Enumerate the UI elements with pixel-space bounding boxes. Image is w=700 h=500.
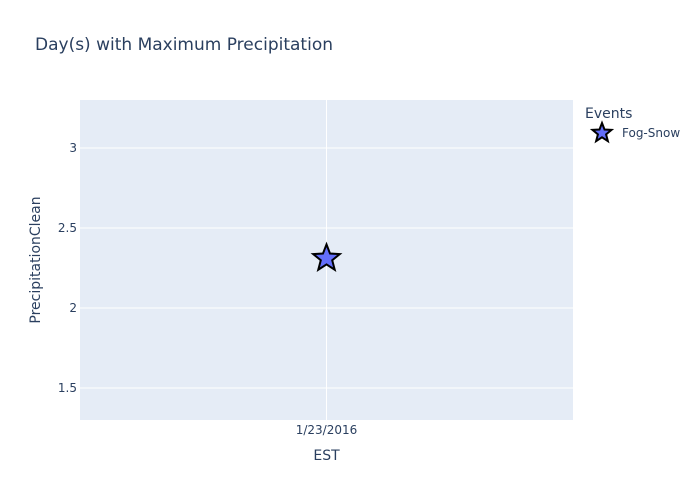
- y-tick-label: 1.5: [58, 381, 77, 395]
- y-tick-label: 2.5: [58, 221, 77, 235]
- grid-lines: [80, 100, 573, 420]
- data-markers: [310, 241, 343, 272]
- y-tick-label: 3: [69, 141, 77, 155]
- y-axis-title: PrecipitationClean: [28, 196, 44, 323]
- legend-label-fog-snow: Fog-Snow: [622, 126, 680, 140]
- tick-labels: 1.5 2 2.5 3 1/23/2016: [58, 141, 357, 437]
- x-tick-label: 1/23/2016: [296, 423, 358, 437]
- legend: Events Fog-Snow: [585, 106, 680, 144]
- legend-star-icon: [589, 120, 615, 144]
- legend-item-fog-snow[interactable]: Fog-Snow: [589, 120, 680, 144]
- chart-title: Day(s) with Maximum Precipitation: [35, 35, 333, 55]
- y-tick-label: 2: [69, 301, 77, 315]
- data-point-star[interactable]: [310, 241, 343, 272]
- legend-title: Events: [585, 106, 632, 122]
- x-axis-title: EST: [313, 448, 340, 464]
